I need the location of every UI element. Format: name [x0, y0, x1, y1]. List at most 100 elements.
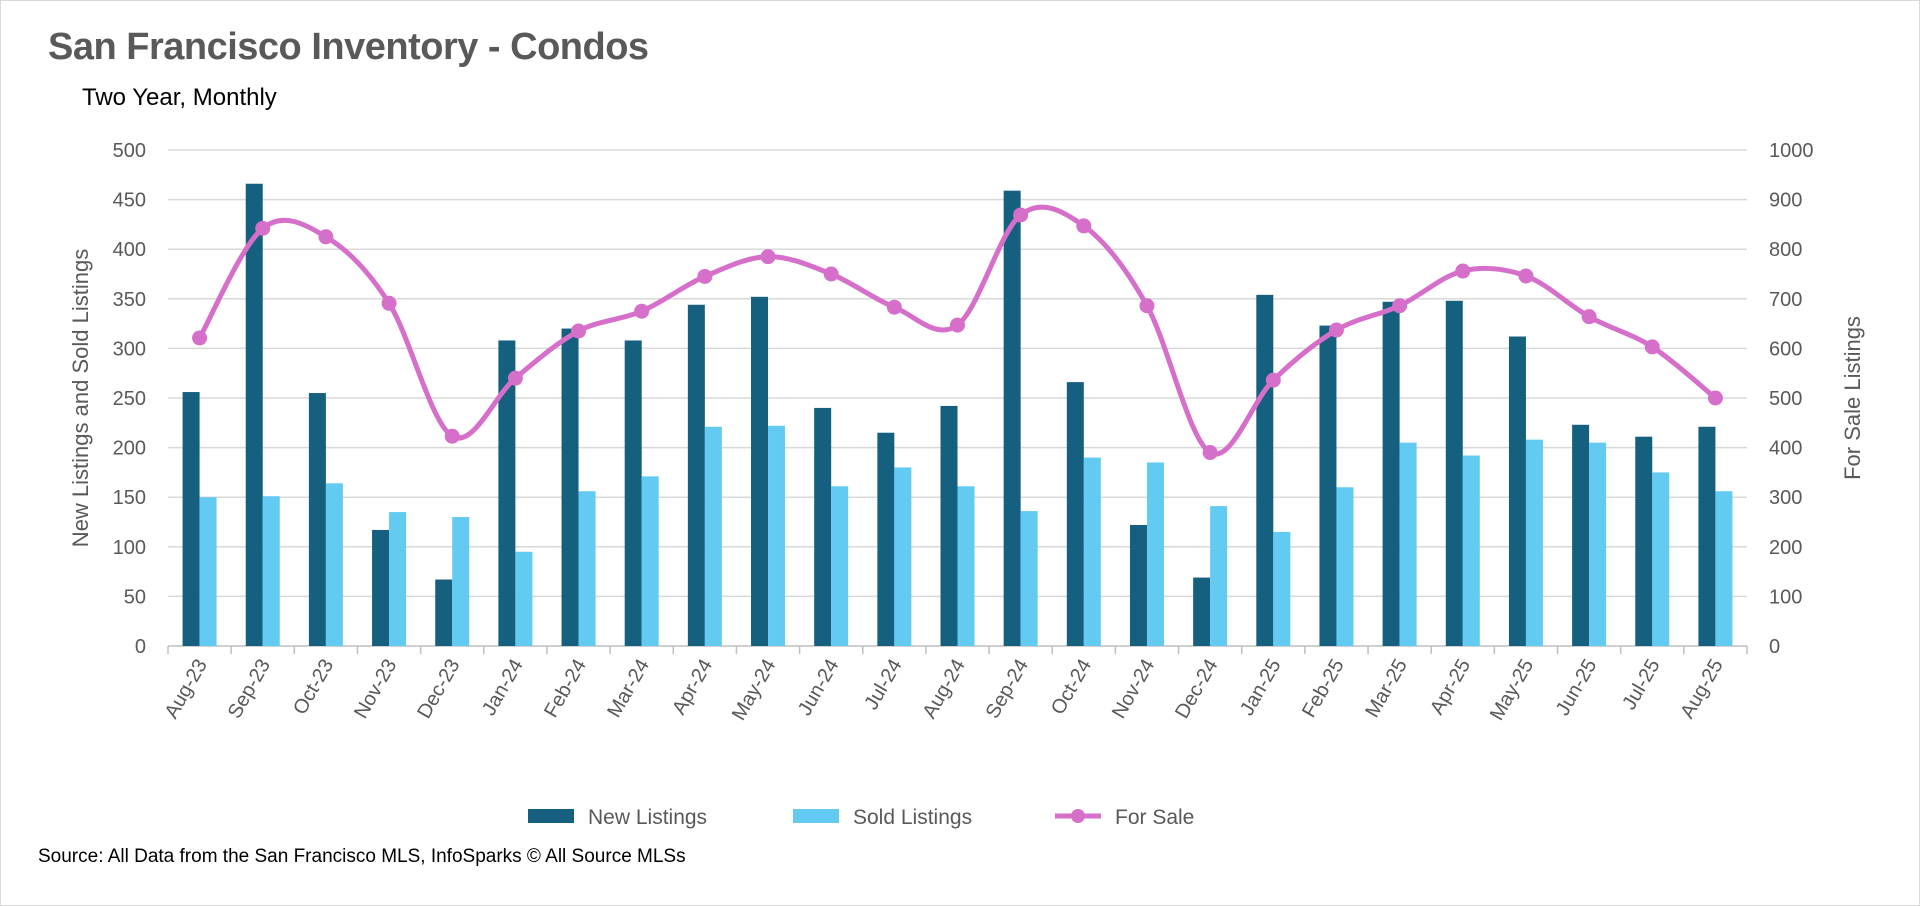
bar-new-listings	[751, 296, 769, 646]
bar-new-listings	[624, 340, 642, 646]
bar-sold-listings	[1083, 457, 1101, 646]
bar-sold-listings	[389, 512, 407, 646]
bar-sold-listings	[894, 467, 912, 646]
bar-new-listings	[1382, 301, 1400, 646]
x-tick-label: Oct-24	[1047, 656, 1096, 719]
x-tick-label: Aug-23	[161, 656, 212, 723]
bar-sold-listings	[831, 486, 849, 646]
bar-sold-listings	[1589, 442, 1607, 646]
x-tick-label: Aug-25	[1676, 656, 1727, 723]
bar-new-listings	[498, 340, 516, 646]
legend-swatch-new-listings	[528, 809, 574, 823]
y-tick-label: 300	[113, 338, 146, 360]
bar-sold-listings	[1462, 455, 1480, 646]
y2-tick-label: 900	[1769, 190, 1802, 212]
y2-axis-title: For Sale Listings	[1840, 316, 1865, 480]
y2-tick-label: 600	[1769, 338, 1802, 360]
bar-new-listings	[182, 392, 200, 646]
y-tick-label: 50	[124, 586, 146, 608]
marker-for-sale	[823, 266, 839, 282]
x-tick-label: Jun-24	[794, 656, 844, 720]
bar-sold-listings	[1652, 472, 1670, 646]
x-tick-label: Jun-25	[1552, 656, 1602, 720]
x-tick-label: Jan-24	[478, 656, 528, 720]
marker-for-sale	[1392, 298, 1408, 314]
marker-for-sale	[1265, 372, 1281, 388]
x-tick-label: Sep-23	[224, 656, 275, 723]
legend-marker-for-sale	[1071, 809, 1085, 823]
bar-new-listings	[1508, 336, 1526, 646]
source-note: Source: All Data from the San Francisco …	[38, 846, 686, 867]
x-tick-label: Mar-24	[603, 656, 654, 722]
bar-new-listings	[1572, 424, 1590, 646]
marker-for-sale	[192, 330, 208, 346]
bar-sold-listings	[515, 551, 533, 646]
x-tick-label: Jul-24	[860, 656, 906, 714]
bar-sold-listings	[1273, 531, 1291, 646]
y-tick-label: 0	[135, 636, 146, 658]
x-tick-label: Feb-25	[1298, 656, 1349, 722]
marker-for-sale	[950, 317, 965, 333]
y-axis-title: New Listings and Sold Listings	[68, 249, 93, 547]
x-tick-label: Dec-24	[1171, 656, 1222, 723]
bar-new-listings	[687, 304, 705, 646]
y-tick-label: 450	[113, 190, 146, 212]
x-tick-label: Apr-25	[1426, 656, 1475, 719]
y2-tick-label: 1000	[1769, 140, 1814, 162]
bar-sold-listings	[325, 483, 343, 646]
marker-for-sale	[255, 220, 271, 236]
x-tick-label: May-25	[1486, 656, 1538, 725]
marker-for-sale	[697, 268, 713, 284]
x-tick-label: Nov-24	[1108, 656, 1159, 723]
marker-for-sale	[1013, 207, 1029, 223]
x-tick-label: May-24	[728, 656, 780, 725]
bar-sold-listings	[1020, 511, 1038, 646]
bar-new-listings	[1003, 190, 1021, 646]
bar-sold-listings	[1336, 487, 1354, 646]
y-tick-label: 350	[113, 289, 146, 311]
bar-new-listings	[308, 393, 326, 646]
marker-for-sale	[381, 295, 397, 311]
marker-for-sale	[1581, 309, 1597, 325]
y2-tick-label: 0	[1769, 636, 1780, 658]
x-tick-label: Feb-24	[540, 656, 591, 722]
marker-for-sale	[507, 370, 523, 386]
bar-new-listings	[1256, 294, 1274, 646]
bar-new-listings	[1698, 426, 1716, 646]
bar-new-listings	[940, 405, 958, 646]
y-tick-label: 150	[113, 487, 146, 509]
bar-new-listings	[877, 432, 895, 646]
bar-sold-listings	[957, 486, 975, 646]
marker-for-sale	[760, 249, 776, 265]
bar-sold-listings	[1399, 442, 1417, 646]
y2-tick-label: 400	[1769, 438, 1802, 460]
marker-for-sale	[571, 323, 587, 339]
y2-tick-label: 100	[1769, 586, 1802, 608]
marker-for-sale	[1202, 445, 1218, 461]
x-tick-label: Jan-25	[1236, 656, 1286, 720]
bar-sold-listings	[1210, 506, 1228, 646]
x-tick-label: Dec-23	[413, 656, 464, 723]
chart-subtitle: Two Year, Monthly	[82, 84, 277, 111]
bar-new-listings	[1635, 436, 1653, 646]
marker-for-sale	[318, 229, 334, 245]
y2-tick-label: 300	[1769, 487, 1802, 509]
y2-tick-label: 700	[1769, 289, 1802, 311]
bar-new-listings	[561, 328, 579, 646]
marker-for-sale	[1518, 268, 1534, 284]
marker-for-sale	[1076, 218, 1092, 234]
chart-title: San Francisco Inventory - Condos	[48, 26, 649, 68]
legend-label: For Sale	[1115, 806, 1194, 829]
legend-label: New Listings	[588, 806, 707, 829]
marker-for-sale	[1455, 263, 1471, 279]
bar-new-listings	[435, 579, 453, 646]
marker-for-sale	[1328, 322, 1344, 338]
y-tick-label: 250	[113, 388, 146, 410]
bar-sold-listings	[199, 497, 217, 646]
bar-new-listings	[372, 529, 390, 646]
legend-label: Sold Listings	[853, 806, 972, 829]
bar-new-listings	[1445, 300, 1463, 646]
bar-sold-listings	[1715, 491, 1733, 646]
x-tick-label: Aug-24	[919, 656, 970, 723]
